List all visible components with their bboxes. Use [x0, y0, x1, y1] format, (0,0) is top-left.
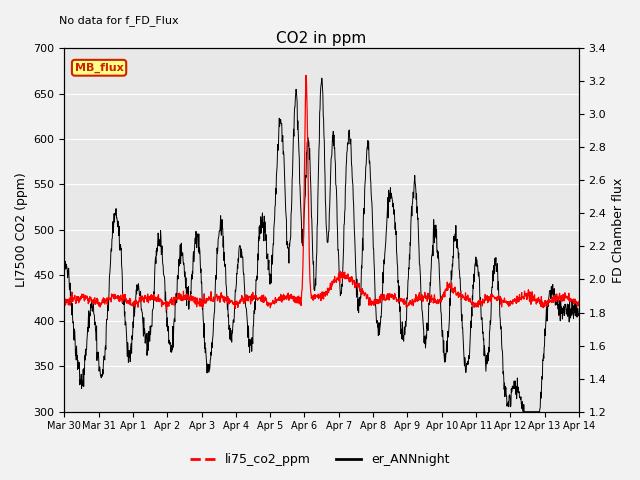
Y-axis label: LI7500 CO2 (ppm): LI7500 CO2 (ppm) — [15, 172, 28, 287]
Legend: li75_co2_ppm, er_ANNnight: li75_co2_ppm, er_ANNnight — [186, 448, 454, 471]
Text: MB_flux: MB_flux — [75, 62, 124, 73]
Y-axis label: FD Chamber flux: FD Chamber flux — [612, 177, 625, 283]
Text: No data for f_FD_Flux: No data for f_FD_Flux — [60, 15, 179, 26]
Title: CO2 in ppm: CO2 in ppm — [276, 31, 367, 46]
